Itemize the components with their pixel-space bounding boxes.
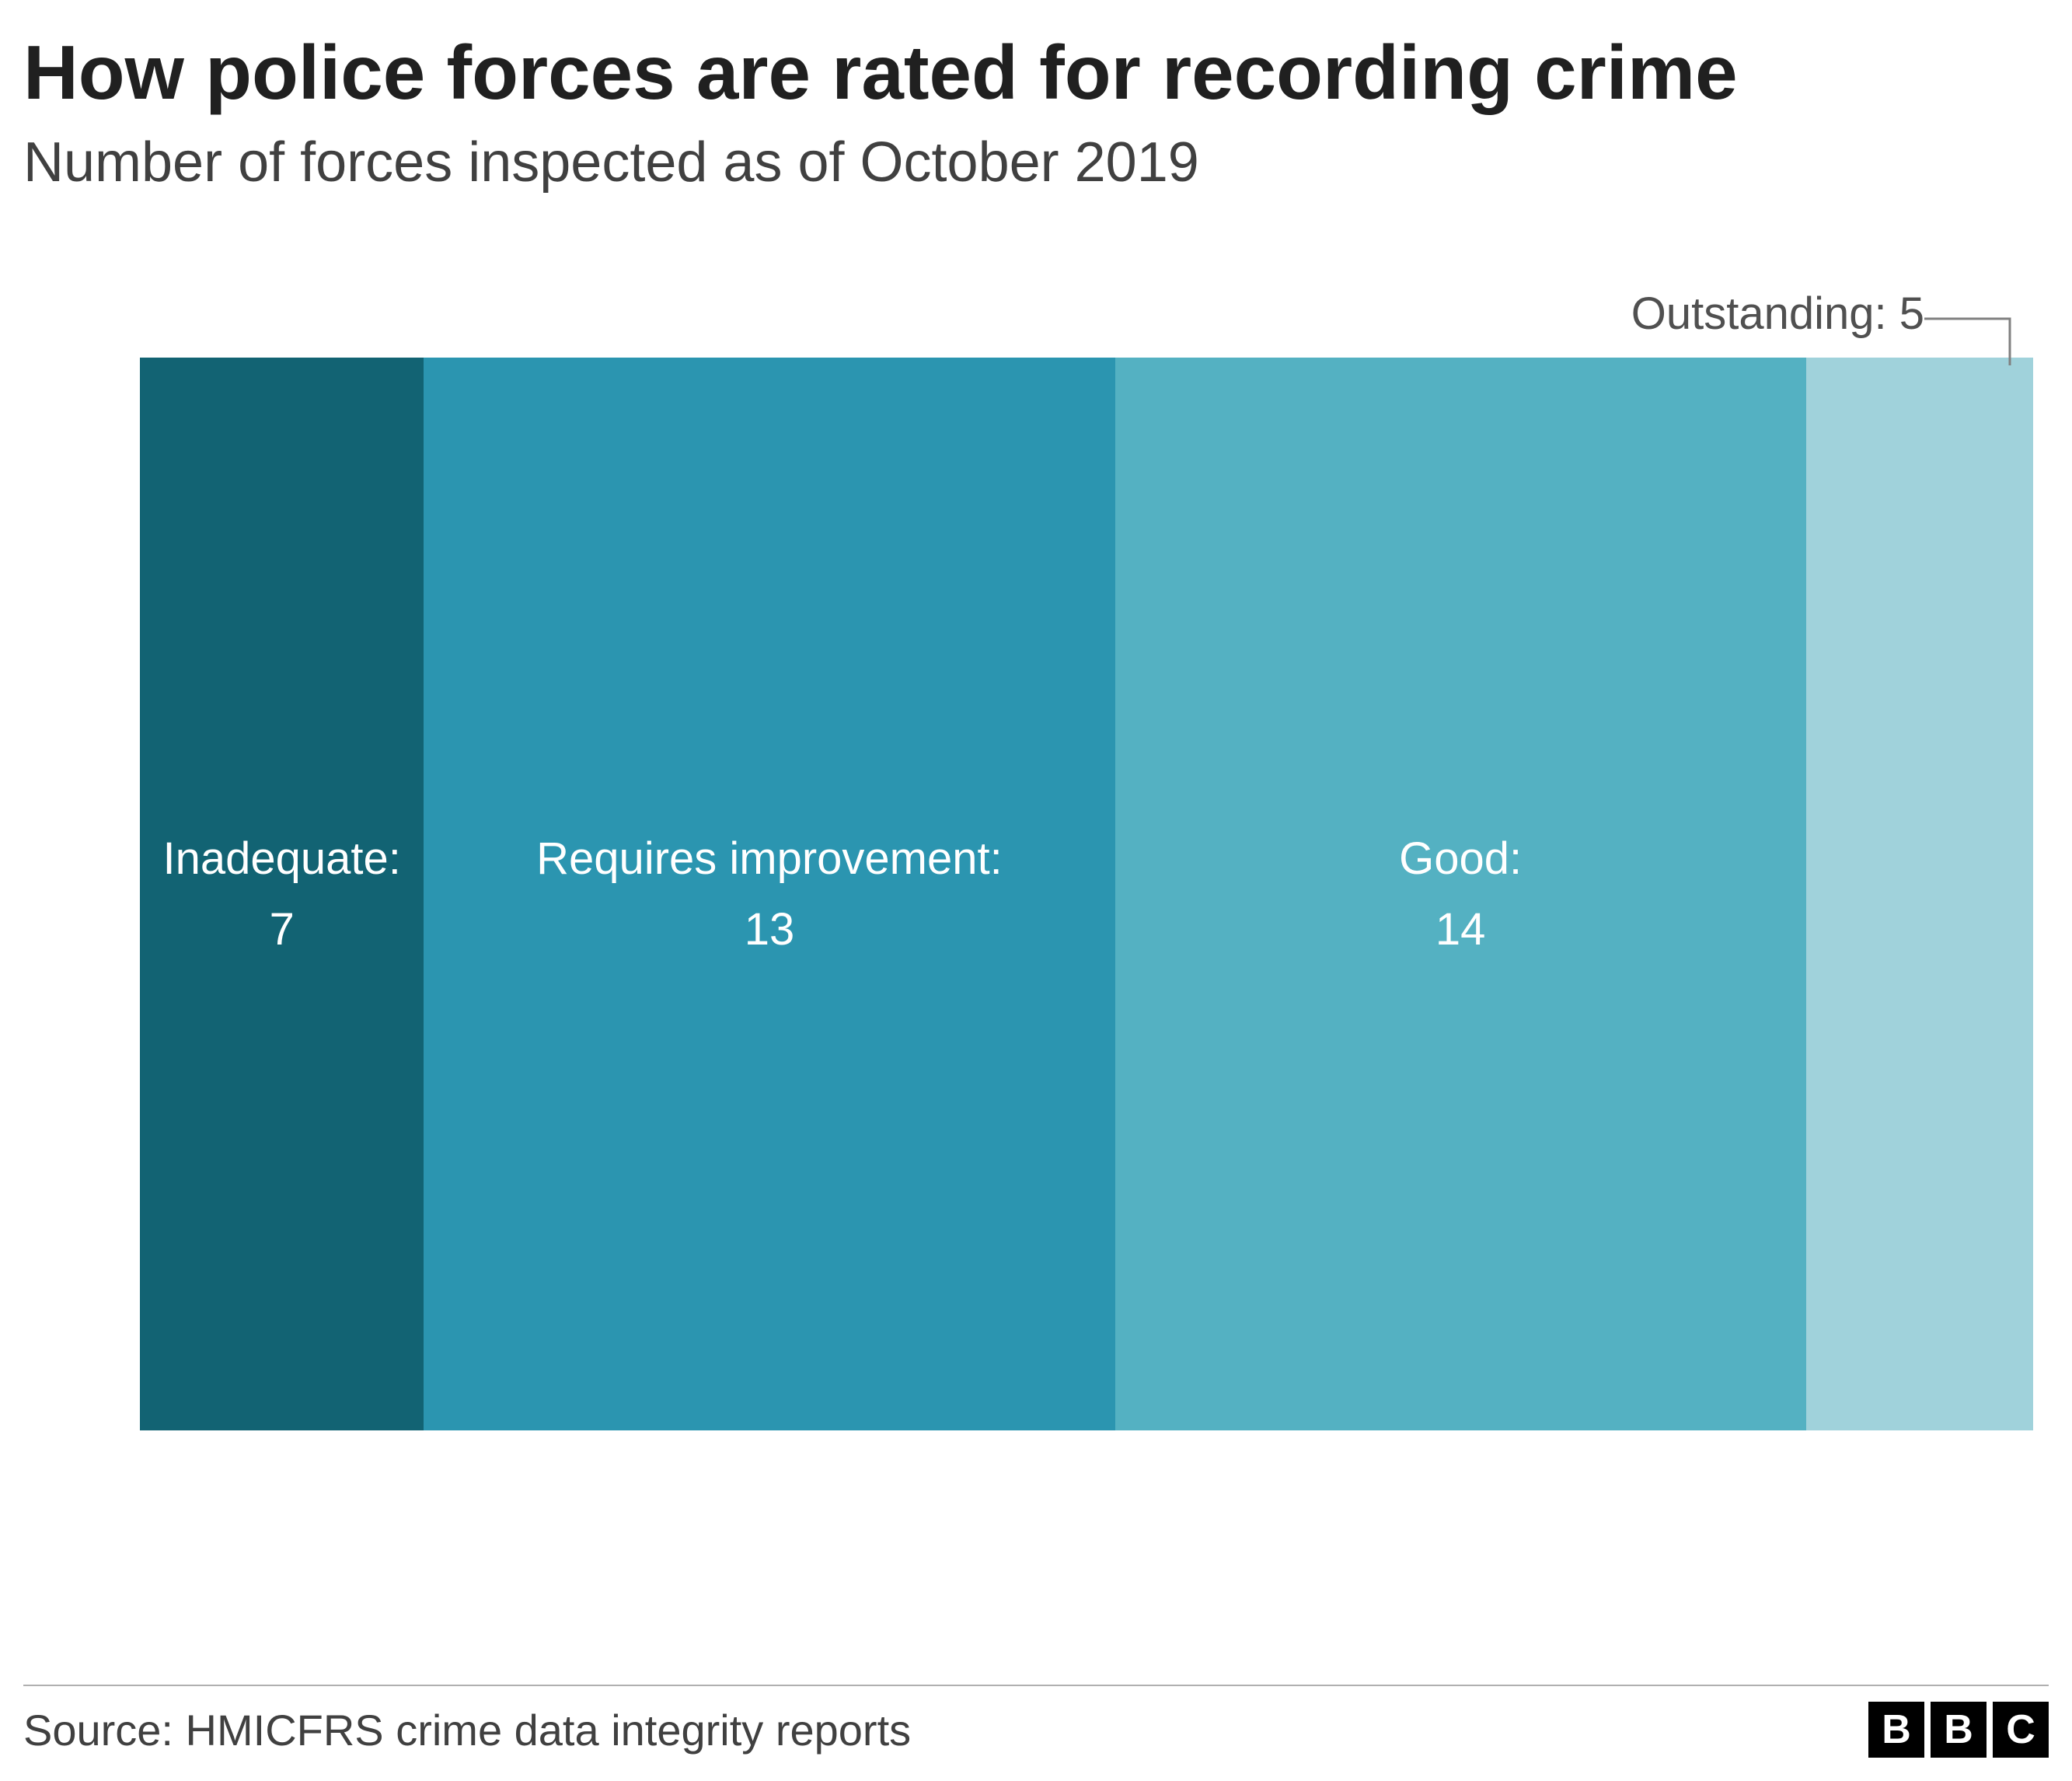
segment-value: 7 [270, 903, 295, 955]
chart-container: How police forces are rated for recordin… [23, 31, 2049, 1758]
stacked-bar: Inadequate: 7 Requires improvement: 13 Good:… [140, 358, 2033, 1430]
segment-label: Requires improvement: [536, 833, 1003, 885]
segment-label: Good: [1399, 833, 1522, 885]
chart-subtitle: Number of forces inspected as of October… [23, 131, 2049, 194]
bbc-logo: BBC [1868, 1702, 2049, 1758]
bar-segment: Good: 14 [1115, 358, 1806, 1430]
bbc-logo-letter: B [1931, 1702, 1987, 1758]
segment-value: 14 [1435, 903, 1486, 955]
bar-segment: Requires improvement: 13 [424, 358, 1114, 1430]
bar-wrap: Inadequate: 7 Requires improvement: 13 Good:… [140, 358, 2033, 1430]
segment-label: Inadequate: [162, 833, 400, 885]
segment-value: 13 [745, 903, 795, 955]
chart-footer: Source: HMICFRS crime data integrity rep… [23, 1685, 2049, 1758]
callout-leader-line [1924, 311, 2033, 365]
chart-title: How police forces are rated for recordin… [23, 31, 2049, 115]
bar-segment: Inadequate: 7 [140, 358, 424, 1430]
callout-area: Outstanding: 5 [140, 288, 2033, 358]
bbc-logo-letter: B [1868, 1702, 1924, 1758]
bar-segment [1806, 358, 2033, 1430]
bbc-logo-letter: C [1993, 1702, 2049, 1758]
source-text: Source: HMICFRS crime data integrity rep… [23, 1705, 911, 1755]
callout-label: Outstanding: 5 [1631, 288, 1924, 340]
